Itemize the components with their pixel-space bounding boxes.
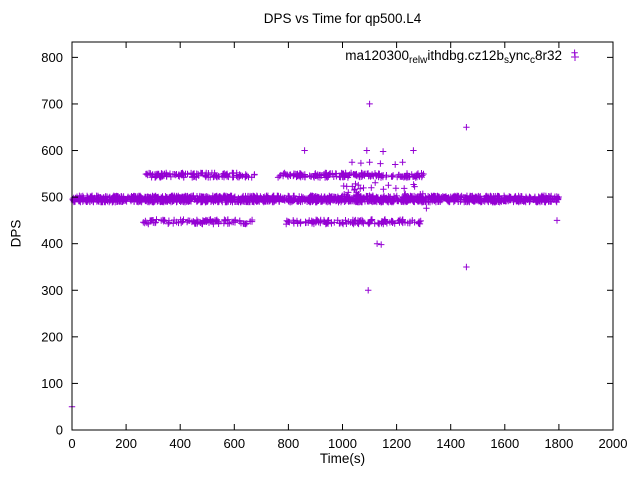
svg-text:1000: 1000 [328,436,357,451]
legend-label: ma120300relwithdbg.cz12bsyncc8r32 [345,48,562,66]
svg-text:200: 200 [115,436,137,451]
svg-text:1200: 1200 [382,436,411,451]
svg-text:300: 300 [41,283,63,298]
svg-text:0: 0 [56,423,63,438]
svg-text:1800: 1800 [544,436,573,451]
svg-text:400: 400 [169,436,191,451]
chart-title: DPS vs Time for qp500.L4 [263,11,422,26]
svg-text:400: 400 [41,236,63,251]
svg-text:800: 800 [41,50,63,65]
svg-text:2000: 2000 [599,436,628,451]
legend-entry: ma120300relwithdbg.cz12bsyncc8r32 [72,48,562,66]
svg-text:1600: 1600 [490,436,519,451]
svg-text:600: 600 [223,436,245,451]
svg-text:500: 500 [41,190,63,205]
svg-text:600: 600 [41,143,63,158]
svg-text:1400: 1400 [436,436,465,451]
svg-text:700: 700 [41,96,63,111]
svg-text:200: 200 [41,329,63,344]
svg-text:0: 0 [68,436,75,451]
svg-text:100: 100 [41,376,63,391]
x-axis-label: Time(s) [319,451,366,466]
svg-text:800: 800 [278,436,300,451]
